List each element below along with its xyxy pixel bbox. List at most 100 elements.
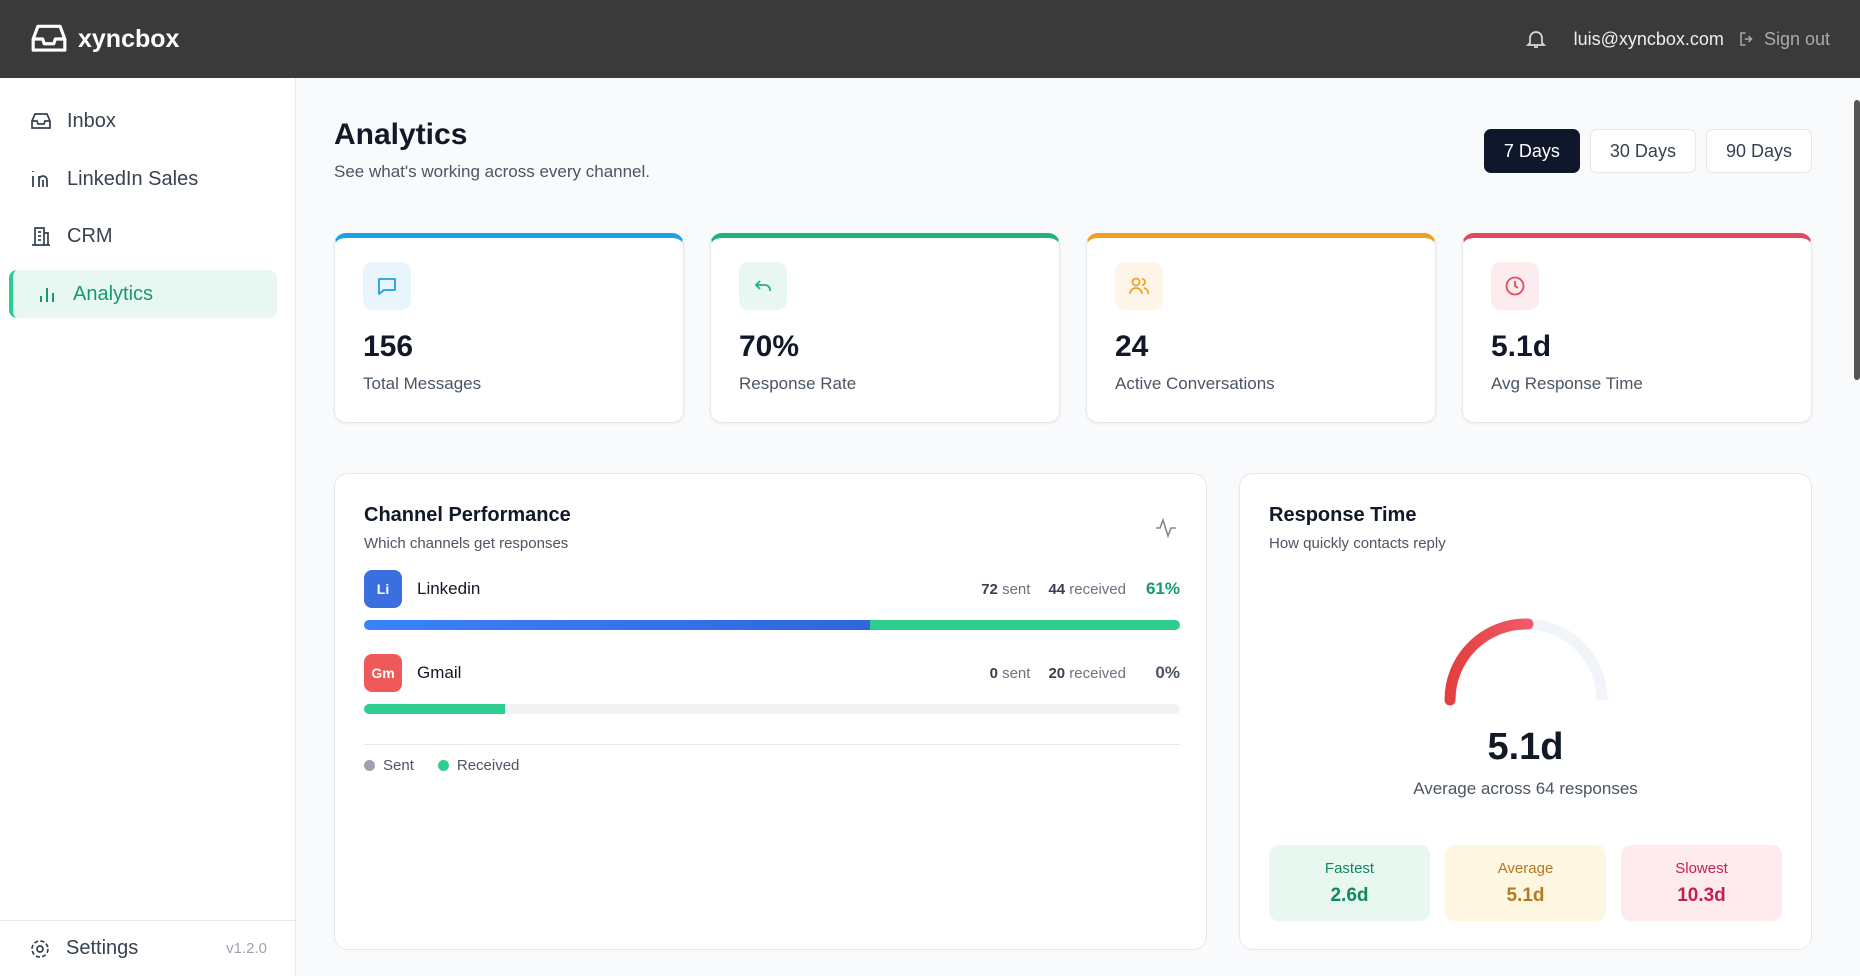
- stat-card: 70% Response Rate: [710, 233, 1060, 423]
- sent-value: 72: [981, 580, 998, 598]
- nav-label: Analytics: [73, 282, 154, 305]
- icon: [1505, 276, 1525, 296]
- nav-label: Inbox: [67, 109, 116, 132]
- stat-label: Avg Response Time: [1491, 374, 1643, 393]
- channel-badge: Li: [364, 570, 402, 608]
- summary-tile: Average 5.1d: [1445, 845, 1606, 921]
- response-rate: 0%: [1155, 663, 1180, 682]
- sent-word: sent: [1002, 580, 1031, 598]
- received-bar: [870, 620, 1180, 630]
- gauge-value: 5.1d: [1487, 726, 1564, 768]
- sent-count: 72 sent: [981, 581, 1030, 598]
- nav-item[interactable]: CRM: [9, 212, 277, 260]
- channel-row: Li Linkedin 72 sent 44 received 61%: [364, 570, 1180, 630]
- channel-name: Linkedin: [417, 579, 481, 598]
- range-button[interactable]: 90 Days: [1705, 129, 1812, 173]
- sign-out[interactable]: Sign out: [1738, 29, 1830, 50]
- gauge-caption: Average across 64 responses: [1413, 779, 1638, 798]
- tile-label: Fastest: [1324, 859, 1375, 877]
- summary-tile: Fastest 2.6d: [1269, 845, 1430, 921]
- sent-bar: [364, 620, 871, 630]
- nav-icon: [32, 171, 48, 187]
- tile-value: 5.1d: [1506, 884, 1545, 906]
- received-value: 44: [1048, 580, 1066, 598]
- channel-numbers: 0 sent 20 received 0%: [990, 663, 1180, 683]
- stat-icon: [739, 262, 787, 310]
- stat-label: Response Rate: [739, 374, 857, 393]
- card-title: Channel Performance: [364, 504, 571, 526]
- sidebar: Inbox LinkedIn Sales CRM Analytics Setti…: [0, 78, 296, 976]
- nav-label: CRM: [67, 224, 113, 247]
- settings-icon: [31, 939, 49, 958]
- stat-icon: [363, 262, 411, 310]
- scrollbar[interactable]: [1854, 100, 1860, 380]
- settings-label: Settings: [66, 937, 139, 959]
- nav-icon: [40, 288, 54, 302]
- sent-word: sent: [1002, 664, 1031, 682]
- stat-value: 24: [1115, 330, 1149, 363]
- received-word: received: [1069, 580, 1126, 598]
- legend-dot: [364, 760, 375, 771]
- nav-item[interactable]: LinkedIn Sales: [9, 155, 277, 203]
- channel-badge: Gm: [364, 654, 402, 692]
- card-subtitle: How quickly contacts reply: [1269, 535, 1446, 552]
- received-word: received: [1069, 664, 1126, 682]
- stat-card: 156 Total Messages: [334, 233, 684, 423]
- stat-icon: [1491, 262, 1539, 310]
- received-count: 44 received: [1048, 581, 1126, 598]
- legend-dot: [437, 760, 449, 771]
- card-subtitle: Which channels get responses: [364, 535, 569, 552]
- activity-icon: [1156, 517, 1176, 539]
- range-button[interactable]: 7 Days: [1483, 129, 1580, 173]
- summary-tiles: Fastest 2.6d Average 5.1d Slowest 10.3d: [1269, 845, 1782, 921]
- gauge: [1444, 618, 1608, 706]
- tile-value: 2.6d: [1330, 884, 1369, 906]
- received-count: 20 received: [1048, 665, 1126, 682]
- nav-icon: [32, 227, 50, 246]
- received-value: 20: [1048, 664, 1066, 682]
- legend-item: Received: [437, 757, 520, 774]
- sign-out-icon: [1740, 32, 1753, 46]
- channel-name: Gmail: [417, 663, 462, 682]
- received-bar: [364, 704, 505, 714]
- tile-label: Average: [1497, 859, 1554, 877]
- channel-head: Li Linkedin 72 sent 44 received 61%: [364, 570, 1180, 608]
- sent-value: 0: [989, 664, 998, 682]
- card-title: Response Time: [1269, 504, 1417, 526]
- stat-label: Total Messages: [363, 374, 482, 393]
- header: xyncbox luis@xyncbox.com Sign out: [0, 0, 1860, 78]
- bell-icon[interactable]: [1524, 27, 1548, 51]
- stat-value: 5.1d: [1491, 330, 1552, 363]
- brand[interactable]: xyncbox: [78, 24, 180, 53]
- icon: [378, 278, 396, 295]
- legend: Sent Received: [364, 744, 1180, 774]
- stat-card: 24 Active Conversations: [1086, 233, 1436, 423]
- sign-out-label: Sign out: [1763, 28, 1830, 49]
- sent-count: 0 sent: [990, 665, 1031, 682]
- nav-item[interactable]: Analytics: [9, 270, 277, 318]
- settings-row[interactable]: Settings v1.2.0: [0, 920, 295, 976]
- stat-card: 5.1d Avg Response Time: [1462, 233, 1812, 423]
- range-selector: 7 Days 30 Days 90 Days: [1483, 129, 1812, 173]
- stat-value: 70%: [739, 330, 800, 363]
- range-button[interactable]: 30 Days: [1589, 129, 1696, 173]
- progress-track: [364, 620, 1180, 630]
- stat-label: Active Conversations: [1115, 374, 1275, 393]
- stat-icon: [1115, 262, 1163, 310]
- tile-value: 10.3d: [1677, 884, 1726, 906]
- tile-label: Slowest: [1675, 859, 1728, 877]
- header-actions: luis@xyncbox.com Sign out: [1524, 27, 1830, 51]
- channel-head: Gm Gmail 0 sent 20 received 0%: [364, 654, 1180, 692]
- channel-numbers: 72 sent 44 received 61%: [981, 579, 1180, 599]
- icon: [1129, 277, 1149, 295]
- channel-row: Gm Gmail 0 sent 20 received 0%: [364, 654, 1180, 714]
- channel-card: Channel Performance Which channels get r…: [334, 473, 1207, 950]
- response-rate: 61%: [1145, 579, 1180, 598]
- legend-label: Received: [456, 757, 520, 774]
- version: v1.2.0: [226, 940, 267, 957]
- nav-icon: [31, 113, 51, 129]
- icon: [754, 280, 771, 291]
- nav-item[interactable]: Inbox: [9, 97, 277, 145]
- response-card: Response Time How quickly contacts reply…: [1239, 473, 1812, 950]
